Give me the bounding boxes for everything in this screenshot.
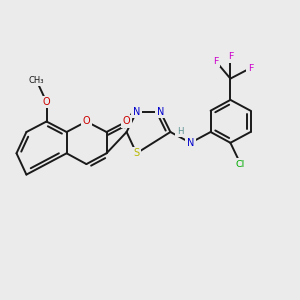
Text: F: F [213, 57, 219, 66]
Text: H: H [177, 127, 183, 136]
Text: CH₃: CH₃ [29, 76, 44, 85]
Text: S: S [134, 148, 140, 158]
Text: O: O [43, 97, 50, 107]
Text: Cl: Cl [236, 160, 245, 169]
Text: N: N [157, 107, 164, 117]
Text: F: F [248, 64, 253, 73]
Text: N: N [133, 107, 140, 117]
Text: F: F [228, 52, 233, 62]
Text: O: O [82, 116, 90, 127]
Text: N: N [187, 138, 194, 148]
Text: O: O [123, 116, 130, 127]
